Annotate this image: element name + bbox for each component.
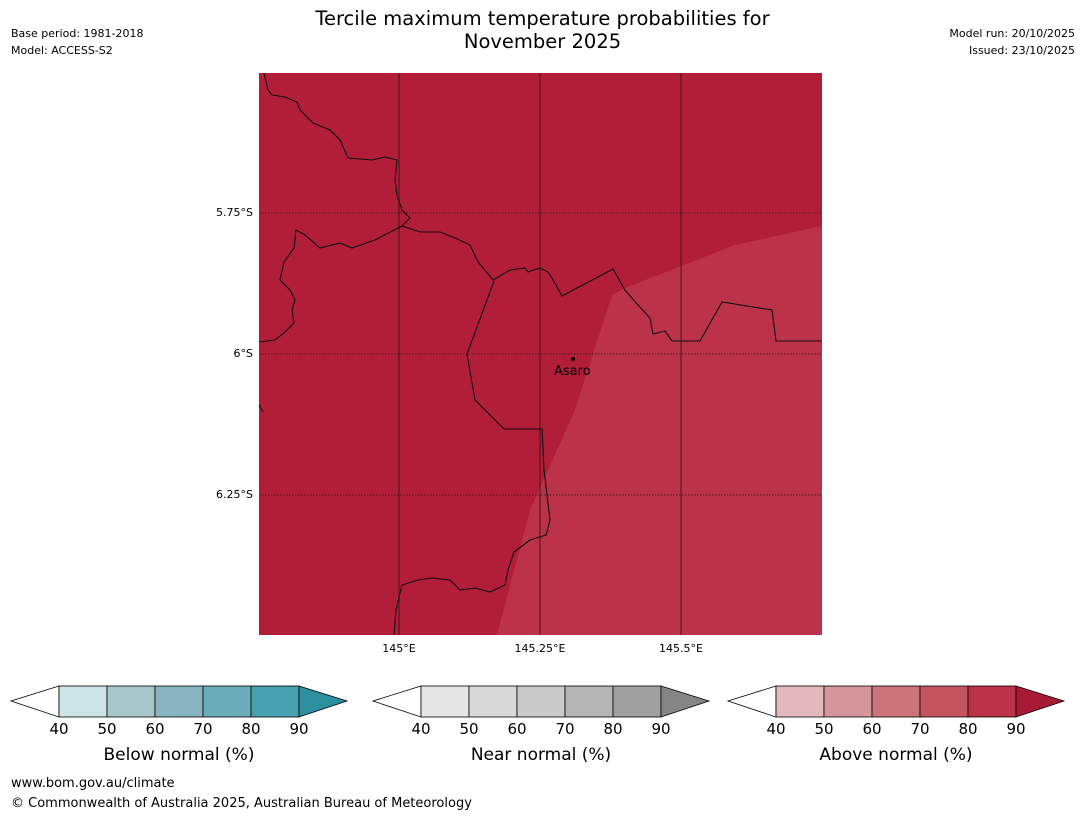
header-meta-left: Base period: 1981-2018 Model: ACCESS-S2 [11, 25, 143, 59]
gridlines [259, 73, 822, 635]
colorbar-near-normal [371, 685, 711, 718]
below-tick: 70 [193, 720, 213, 738]
base-period-text: Base period: 1981-2018 [11, 27, 144, 40]
footer-url[interactable]: www.bom.gov.au/climate [11, 776, 175, 791]
near-tick: 70 [555, 720, 575, 738]
near-cbar-segment-3 [516, 685, 566, 718]
above-cbar-segment-5 [967, 685, 1017, 718]
below-cbar-segment-2 [106, 685, 156, 718]
below-tick: 60 [145, 720, 165, 738]
above-cbar-segment-2 [823, 685, 873, 718]
near-tick: 80 [603, 720, 623, 738]
below-tick: 90 [289, 720, 309, 738]
near-tick: 50 [459, 720, 479, 738]
lon-label-145-5: 145.5°E [659, 642, 703, 655]
above-cbar-segment-3 [871, 685, 921, 718]
above-tick: 50 [814, 720, 834, 738]
map-panel[interactable] [0, 0, 1085, 660]
header-meta-right: Model run: 20/10/2025 Issued: 23/10/2025 [949, 25, 1075, 59]
below-cbar-segment-1 [58, 685, 108, 718]
above-cbar-under-triangle [726, 685, 777, 718]
footer-copyright: © Commonwealth of Australia 2025, Austra… [11, 796, 472, 811]
place-label-asaro: Asaro [554, 364, 591, 379]
below-tick: 80 [241, 720, 261, 738]
near-cbar-segment-5 [612, 685, 662, 718]
above-normal-title: Above normal (%) [819, 745, 973, 765]
near-cbar-under-triangle [371, 685, 422, 718]
near-cbar-segment-1 [420, 685, 470, 718]
below-normal-title: Below normal (%) [103, 745, 255, 765]
colorbar-below-normal [9, 685, 349, 718]
lat-label-6-25: 6.25°S [216, 488, 253, 501]
model-run-text: Model run: 20/10/2025 [949, 27, 1075, 40]
lighter-probability-region [497, 226, 822, 635]
asaro-marker [571, 357, 575, 361]
lat-label-5-75: 5.75°S [216, 206, 253, 219]
below-cbar-segment-4 [202, 685, 252, 718]
title-line-2: November 2025 [463, 30, 622, 53]
below-tick: 50 [97, 720, 117, 738]
near-tick: 90 [651, 720, 671, 738]
above-tick: 70 [910, 720, 930, 738]
above-tick: 40 [766, 720, 786, 738]
lon-label-145-25: 145.25°E [514, 642, 566, 655]
above-cbar-segment-1 [775, 685, 825, 718]
province-boundaries [258, 72, 822, 636]
page-title: Tercile maximum temperature probabilitie… [0, 7, 1085, 53]
near-cbar-segment-4 [564, 685, 614, 718]
below-cbar-under-triangle [9, 685, 60, 718]
below-cbar-segment-5 [250, 685, 300, 718]
above-tick: 90 [1006, 720, 1026, 738]
issued-text: Issued: 23/10/2025 [968, 44, 1075, 57]
above-tick: 80 [958, 720, 978, 738]
near-cbar-over-triangle [660, 685, 711, 718]
title-line-1: Tercile maximum temperature probabilitie… [315, 7, 770, 30]
below-cbar-segment-3 [154, 685, 204, 718]
above-cbar-segment-4 [919, 685, 969, 718]
above-tick: 60 [862, 720, 882, 738]
near-normal-title: Near normal (%) [470, 745, 612, 765]
below-cbar-over-triangle [298, 685, 349, 718]
below-tick: 40 [49, 720, 69, 738]
lat-label-6: 6°S [233, 347, 253, 360]
colorbar-above-normal [726, 685, 1066, 718]
near-tick: 60 [507, 720, 527, 738]
lon-label-145: 145°E [382, 642, 416, 655]
near-tick: 40 [411, 720, 431, 738]
model-text: Model: ACCESS-S2 [11, 44, 113, 57]
above-cbar-over-triangle [1015, 685, 1066, 718]
near-cbar-segment-2 [468, 685, 518, 718]
